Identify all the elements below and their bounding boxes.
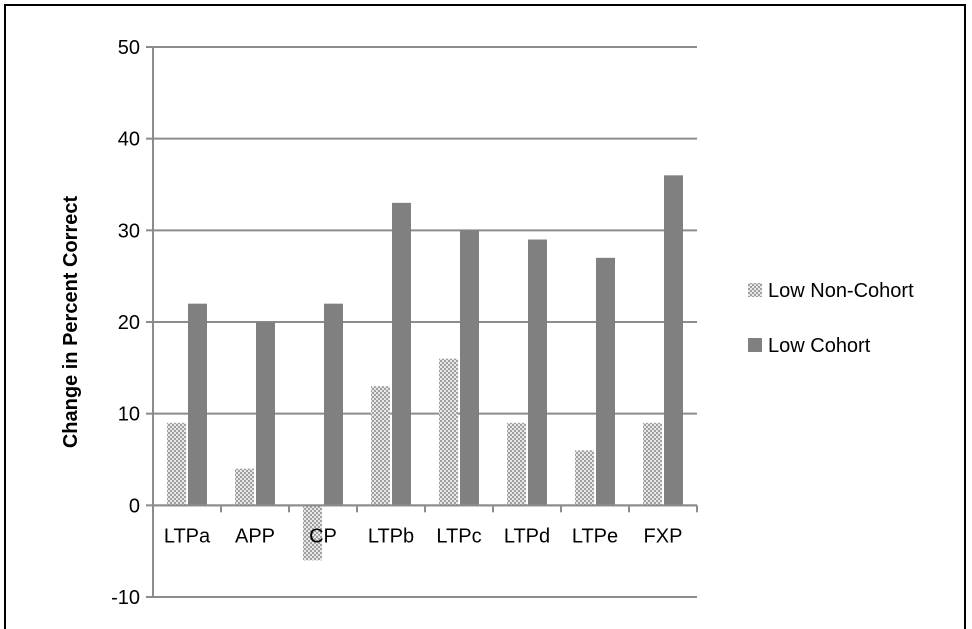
bar-low-cohort-ltpc: [460, 230, 479, 506]
y-tick-label: 30: [118, 220, 140, 242]
bar-low-non-cohort-ltpe: [575, 450, 594, 506]
x-tick-label-ltpa: LTPa: [164, 525, 211, 547]
bar-low-cohort-ltpd: [528, 239, 547, 506]
y-tick-label: -10: [111, 587, 140, 609]
x-tick-label-ltpe: LTPe: [572, 525, 618, 547]
legend-swatch-low-non-cohort: [748, 283, 762, 297]
legend-swatch-low-cohort: [748, 338, 762, 352]
y-tick-label: 50: [118, 37, 140, 59]
gridlines: [146, 46, 697, 598]
bar-low-cohort-app: [256, 322, 275, 506]
y-tick-label: 10: [118, 404, 140, 426]
bar-low-non-cohort-ltpd: [507, 422, 526, 506]
y-axis-label: Change in Percent Correct: [60, 196, 82, 449]
bar-low-cohort-fxp: [664, 175, 683, 506]
bar-low-cohort-cp: [324, 303, 343, 506]
x-tick-label-ltpc: LTPc: [436, 525, 481, 547]
chart-frame: [4, 4, 966, 629]
bar-low-non-cohort-ltpc: [439, 358, 458, 506]
bars: [167, 175, 683, 561]
x-tick-label-cp: CP: [309, 525, 337, 547]
x-tick-label-fxp: FXP: [644, 525, 683, 547]
legend-label-low-non-cohort: Low Non-Cohort: [768, 280, 914, 302]
x-tick-label-app: APP: [235, 525, 275, 547]
legend: Low Non-Cohort Low Cohort: [748, 280, 914, 357]
x-tick-label-ltpb: LTPb: [368, 525, 414, 547]
y-axis-ticks: -10 0 10 20 30 40 50: [111, 37, 140, 609]
bar-low-cohort-ltpa: [188, 303, 207, 506]
bar-low-cohort-ltpb: [392, 202, 411, 506]
x-axis-ticks: LTPa APP CP LTPb LTPc LTPd LTPe FXP: [164, 525, 683, 547]
y-tick-label: 0: [129, 495, 140, 517]
bar-low-non-cohort-fxp: [643, 422, 662, 506]
bar-low-non-cohort-ltpb: [371, 386, 390, 506]
y-tick-label: 20: [118, 312, 140, 334]
bar-low-non-cohort-app: [235, 468, 254, 506]
bar-low-non-cohort-ltpa: [167, 422, 186, 506]
legend-label-low-cohort: Low Cohort: [768, 335, 871, 357]
x-tick-label-ltpd: LTPd: [504, 525, 550, 547]
x-axis: [152, 504, 698, 513]
y-tick-label: 40: [118, 129, 140, 151]
bar-low-cohort-ltpe: [596, 257, 615, 506]
bar-low-non-cohort-cp: [303, 505, 322, 561]
